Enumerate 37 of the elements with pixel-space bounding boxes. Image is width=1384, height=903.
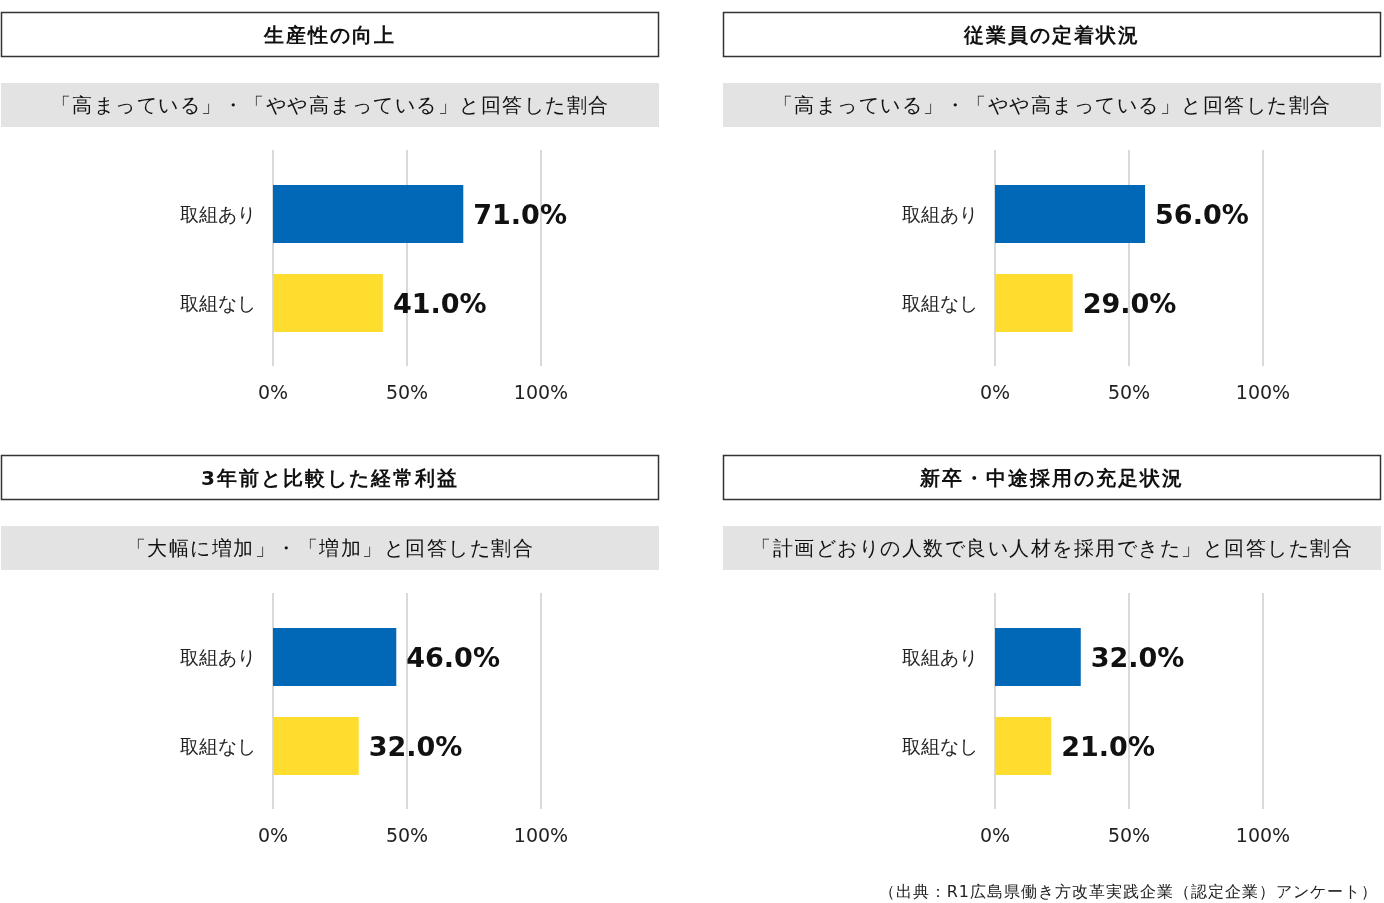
data-label: 21.0% (1061, 731, 1155, 762)
y-tick-label: 取組あり (902, 646, 978, 668)
chart-title: 3年前と比較した経常利益 (201, 466, 459, 490)
x-tick-label: 100% (1235, 381, 1291, 403)
y-tick-label: 取組なし (180, 292, 256, 314)
data-label: 56.0% (1155, 199, 1249, 230)
chart-subtitle: 「高まっている」・「やや高まっている」と回答した割合 (772, 93, 1332, 117)
data-label: 32.0% (368, 731, 463, 762)
data-label: 41.0% (392, 288, 487, 319)
chart-title: 従業員の定着状況 (963, 23, 1140, 47)
x-tick-label: 50% (385, 824, 429, 846)
y-tick-label: 取組あり (180, 646, 256, 668)
chart-title: 生産性の向上 (263, 23, 396, 47)
x-tick-label: 0% (257, 381, 289, 403)
y-tick-label: 取組あり (902, 203, 978, 225)
y-tick-label: 取組なし (180, 735, 256, 757)
chart-title: 新卒・中途採用の充足状況 (919, 466, 1184, 490)
data-label: 46.0% (406, 642, 500, 673)
x-tick-label: 50% (1107, 381, 1151, 403)
x-tick-label: 100% (513, 824, 569, 846)
x-tick-label: 100% (1235, 824, 1291, 846)
x-tick-label: 50% (385, 381, 429, 403)
text: （出典：R1広島県働き方改革実践企業（認定企業）アンケート） (878, 882, 1378, 901)
chart-subtitle: 「大幅に増加」・「増加」と回答した割合 (125, 536, 535, 560)
data-label: 32.0% (1090, 642, 1185, 673)
y-tick-label: 取組なし (902, 292, 978, 314)
chart-subtitle: 「計画どおりの人数で良い人材を採用できた」と回答した割合 (751, 536, 1353, 560)
x-tick-label: 0% (979, 381, 1011, 403)
x-tick-label: 0% (257, 824, 289, 846)
x-tick-label: 50% (1107, 824, 1151, 846)
x-tick-label: 0% (979, 824, 1011, 846)
data-label: 71.0% (473, 199, 567, 230)
y-tick-label: 取組あり (180, 203, 256, 225)
y-tick-label: 取組なし (902, 735, 978, 757)
chart-subtitle: 「高まっている」・「やや高まっている」と回答した割合 (50, 93, 610, 117)
x-tick-label: 100% (513, 381, 569, 403)
data-label: 29.0% (1082, 288, 1177, 319)
